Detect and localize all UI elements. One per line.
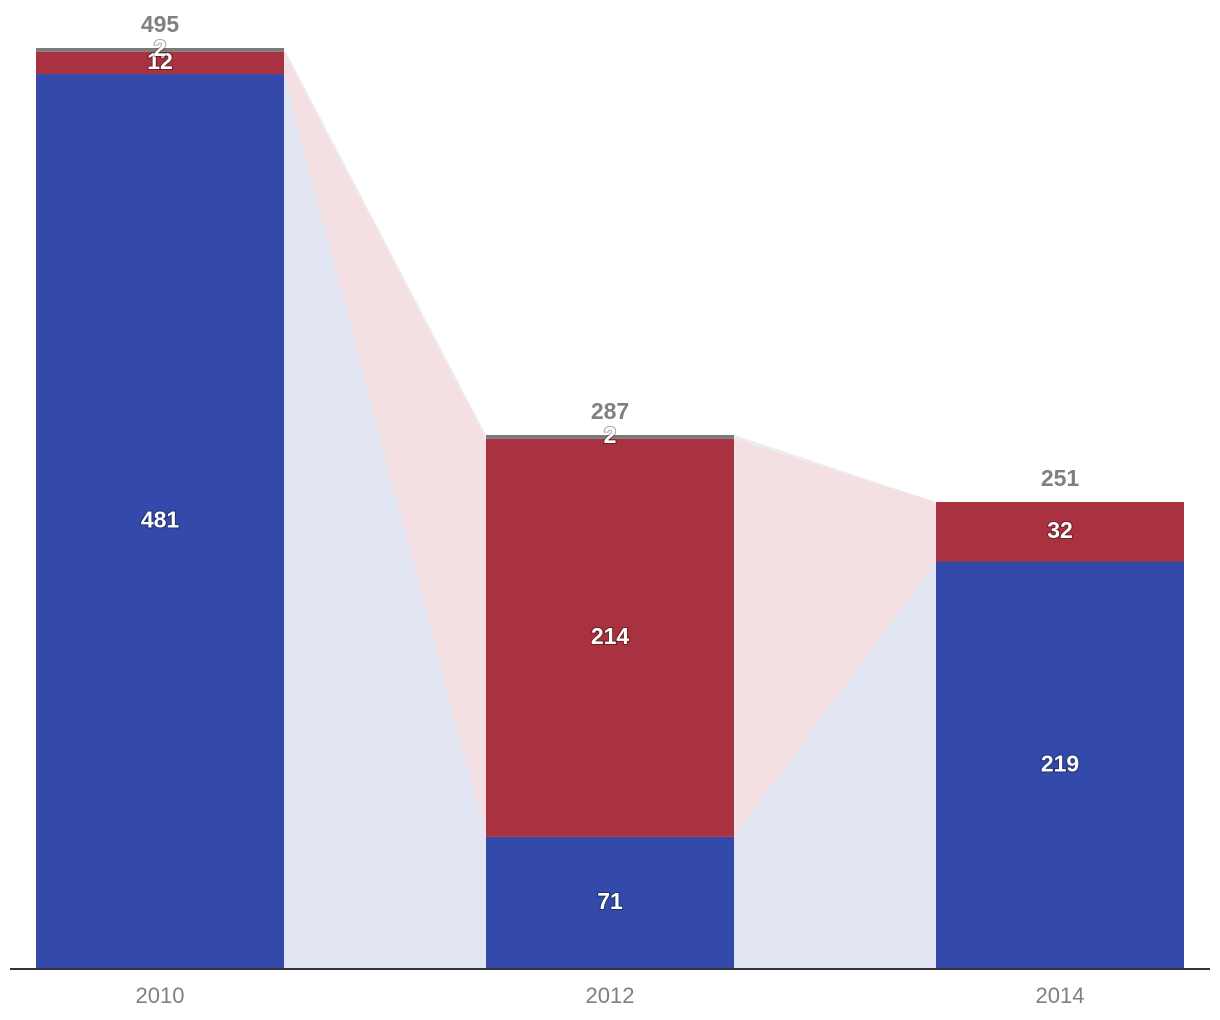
connector-bands <box>284 48 936 970</box>
total-label-2010: 495 <box>141 11 180 37</box>
bar-segment-2010-1 <box>36 51 284 75</box>
segment-label-2014-0: 219 <box>1041 750 1079 776</box>
x-tick-label-2014: 2014 <box>1036 983 1085 1008</box>
segment-label-2012-2: 2 <box>604 422 617 448</box>
connector-band-0-2010-2012 <box>284 74 486 970</box>
connector-band-1-2010-2012 <box>284 51 486 837</box>
segment-label-2012-0: 71 <box>597 888 623 914</box>
total-label-2012: 287 <box>591 398 629 424</box>
segment-label-2014-1: 32 <box>1047 517 1073 543</box>
x-tick-label-2010: 2010 <box>136 983 185 1008</box>
connector-band-2-2012-2014 <box>734 435 936 502</box>
connector-band-0-2012-2014 <box>734 561 936 969</box>
bar-segment-2010-0 <box>36 74 284 970</box>
bar-segment-2014-0 <box>936 561 1184 969</box>
connector-band-1-2012-2014 <box>734 438 936 837</box>
bar-segment-2012-2 <box>486 435 734 439</box>
segment-label-2010-0: 481 <box>141 507 180 533</box>
segment-label-2012-1: 214 <box>591 623 630 649</box>
total-label-2014: 251 <box>1041 465 1080 491</box>
segment-label-2010-2: 2 <box>154 35 167 61</box>
bar-segment-2010-2 <box>36 48 284 52</box>
bar-segment-2012-0 <box>486 836 734 969</box>
total-labels: 495 287 251 <box>141 11 1080 491</box>
segment-label-2010-1: 12 <box>147 48 173 74</box>
x-tick-label-2012: 2012 <box>586 983 635 1008</box>
bars <box>36 48 1184 970</box>
connector-band-2-2010-2012 <box>284 48 486 439</box>
bar-segment-2014-1 <box>936 501 1184 562</box>
x-tick-labels: 2010 2012 2014 <box>136 983 1085 1008</box>
bar-segment-2012-1 <box>486 438 734 837</box>
